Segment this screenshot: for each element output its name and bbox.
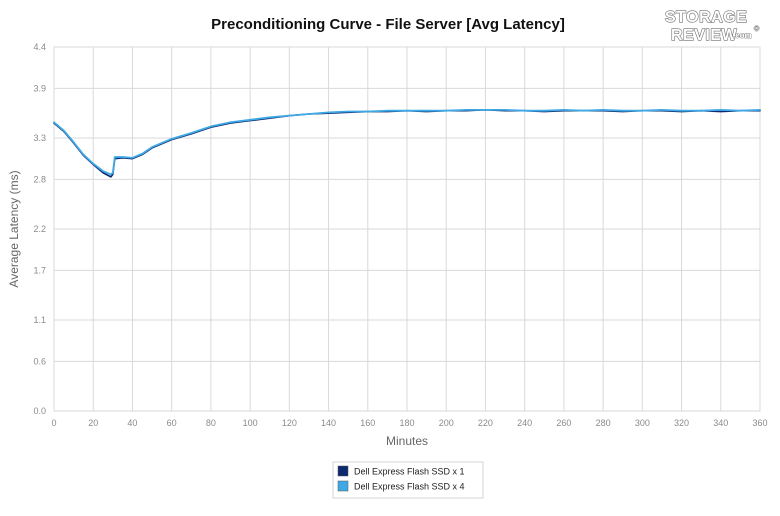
x-tick-label: 0 (51, 418, 56, 428)
storagereview-logo: STORAGE REVIEW .com ® (664, 8, 760, 44)
series-lines (53, 108, 761, 178)
x-tick-label: 40 (127, 418, 137, 428)
logo-mark: ® (754, 25, 760, 33)
y-axis-label: Average Latency (ms) (7, 170, 21, 287)
x-tick-label: 120 (282, 418, 297, 428)
x-axis-label: Minutes (386, 434, 428, 448)
y-tick-label: 3.9 (33, 83, 46, 93)
y-tick-label: 3.3 (33, 133, 46, 143)
logo-line1: STORAGE (665, 9, 747, 26)
x-tick-label: 280 (596, 418, 611, 428)
x-tick-label: 100 (243, 418, 258, 428)
x-tick-label: 200 (439, 418, 454, 428)
y-tick-label: 1.1 (33, 315, 46, 325)
x-tick-label: 220 (478, 418, 493, 428)
x-tick-label: 320 (674, 418, 689, 428)
y-tick-label: 0.6 (33, 356, 46, 366)
series-line-2 (53, 108, 761, 176)
logo-suffix: .com (733, 31, 752, 40)
y-tick-label: 1.7 (33, 265, 46, 275)
logo-line2: REVIEW (671, 27, 738, 44)
legend: Dell Express Flash SSD x 1 Dell Express F… (332, 461, 484, 499)
x-tick-label: 260 (556, 418, 571, 428)
y-tick-label: 2.2 (33, 224, 46, 234)
legend-swatch (337, 465, 349, 477)
legend-box (332, 461, 484, 499)
y-tick-label: 2.8 (33, 174, 46, 184)
legend-swatch (337, 480, 349, 492)
y-tick-labels: 0.0 0.6 1.1 1.7 2.2 2.8 3.3 3.9 4.4 (33, 42, 46, 416)
x-tick-label: 160 (360, 418, 375, 428)
x-tick-label: 180 (399, 418, 414, 428)
x-tick-label: 340 (713, 418, 728, 428)
chart-title: Preconditioning Curve - File Server [Avg… (211, 16, 565, 33)
x-tick-label: 140 (321, 418, 336, 428)
x-tick-label: 80 (206, 418, 216, 428)
x-tick-labels: 0 20 40 60 80 100 120 140 160 180 200 220 240 260 280 3… (51, 418, 767, 428)
legend-label: Dell Express Flash SSD x 4 (354, 482, 465, 492)
x-tick-label: 360 (752, 418, 767, 428)
y-tick-label: 4.4 (33, 42, 46, 52)
x-tick-label: 60 (167, 418, 177, 428)
x-tick-label: 300 (635, 418, 650, 428)
x-tick-label: 20 (88, 418, 98, 428)
gridlines (53, 46, 761, 412)
x-tick-label: 240 (517, 418, 532, 428)
legend-label: Dell Express Flash SSD x 1 (354, 467, 465, 477)
y-tick-label: 0.0 (33, 406, 46, 416)
